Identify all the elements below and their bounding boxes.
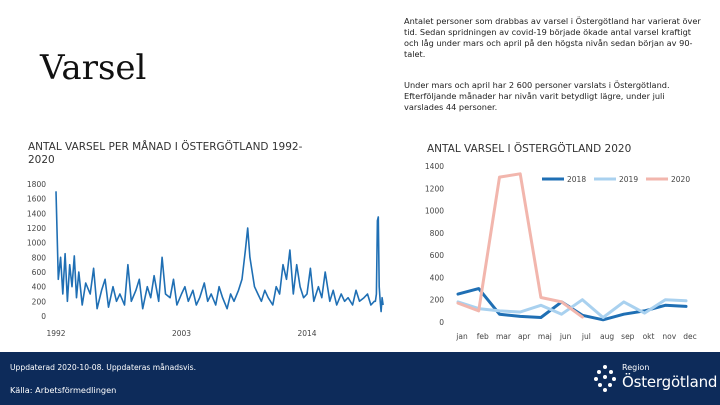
chart1-monthly-varsel-1992-2020: 0 200 400 600 800 1000 1200 1400 1600 1800 1992 200… bbox=[27, 180, 384, 338]
page-title: Varsel bbox=[40, 48, 147, 88]
chart2-x-tick-aug: aug bbox=[600, 332, 614, 341]
chart1-y-tick-1200: 1200 bbox=[27, 224, 46, 233]
chart2-y-tick-1200: 1200 bbox=[425, 184, 444, 193]
chart2-y-tick-1400: 1400 bbox=[425, 162, 444, 171]
chart2-x-tick-mar: mar bbox=[496, 332, 512, 341]
chart2-y-tick-400: 400 bbox=[430, 273, 445, 282]
chart2-x-tick-feb: feb bbox=[477, 332, 489, 341]
description-paragraph-2: Under mars och april har 2 600 personer … bbox=[404, 80, 670, 112]
chart2-x-tick-jan: jan bbox=[455, 332, 468, 341]
chart1-y-tick-1400: 1400 bbox=[27, 209, 46, 218]
chart2-x-tick-dec: dec bbox=[683, 332, 697, 341]
source-note: Källa: Arbetsförmedlingen bbox=[10, 385, 117, 395]
chart2-x-tick-nov: nov bbox=[662, 332, 676, 341]
chart1-x-tick-1992: 1992 bbox=[46, 329, 65, 338]
chart2-y-tick-1000: 1000 bbox=[425, 207, 444, 216]
chart1-x-tick-2014: 2014 bbox=[297, 329, 316, 338]
chart1-y-tick-1600: 1600 bbox=[27, 195, 46, 204]
chart2-varsel-2020: 0 200 400 600 800 1000 1200 1400 jan feb mar apr maj… bbox=[425, 162, 697, 341]
chart1-y-tick-800: 800 bbox=[32, 253, 47, 262]
updated-note: Uppdaterad 2020-10-08. Uppdateras månads… bbox=[10, 363, 197, 372]
chart2-y-tick-800: 800 bbox=[430, 229, 445, 238]
chart2-x-tick-apr: apr bbox=[518, 332, 531, 341]
chart1-series-line bbox=[55, 191, 384, 313]
chart1-y-tick-400: 400 bbox=[32, 283, 47, 292]
chart2-series-2018-line bbox=[456, 287, 688, 322]
chart1-y-tick-1800: 1800 bbox=[27, 180, 46, 189]
chart1-title: ANTAL VARSEL PER MÅNAD I ÖSTERGÖTLAND 19… bbox=[28, 141, 303, 166]
description-paragraph-1: Antalet personer som drabbas av varsel i… bbox=[404, 16, 701, 59]
footer-bar: Uppdaterad 2020-10-08. Uppdateras månads… bbox=[0, 352, 720, 405]
logo-text-small: Region bbox=[622, 363, 650, 372]
chart2-x-tick-okt: okt bbox=[643, 332, 655, 341]
chart1-y-tick-1000: 1000 bbox=[27, 239, 46, 248]
chart2-x-tick-jun: jun bbox=[559, 332, 572, 341]
chart2-legend-label-2020: 2020 bbox=[671, 175, 690, 184]
chart2-legend-label-2018: 2018 bbox=[567, 175, 586, 184]
chart1-x-tick-2003: 2003 bbox=[172, 329, 191, 338]
chart1-y-tick-600: 600 bbox=[32, 268, 47, 277]
chart2-series-2020-line bbox=[456, 172, 584, 319]
chart2-x-tick-maj: maj bbox=[538, 332, 552, 341]
chart1-y-tick-0: 0 bbox=[41, 312, 46, 321]
chart1-y-tick-200: 200 bbox=[32, 297, 47, 306]
chart2-series-2019-line bbox=[456, 298, 688, 319]
chart2-title: ANTAL VARSEL I ÖSTERGÖTLAND 2020 bbox=[427, 143, 632, 155]
chart2-x-tick-sep: sep bbox=[621, 332, 635, 341]
chart2-y-tick-200: 200 bbox=[430, 296, 445, 305]
chart2-x-tick-jul: jul bbox=[581, 332, 591, 341]
region-logo: Region Östergötland bbox=[592, 361, 717, 397]
region-crest-icon bbox=[594, 365, 616, 392]
chart2-y-tick-600: 600 bbox=[430, 251, 445, 260]
logo-text-big: Östergötland bbox=[622, 373, 718, 391]
chart2-y-tick-0: 0 bbox=[439, 318, 444, 327]
chart2-legend-label-2019: 2019 bbox=[619, 175, 638, 184]
